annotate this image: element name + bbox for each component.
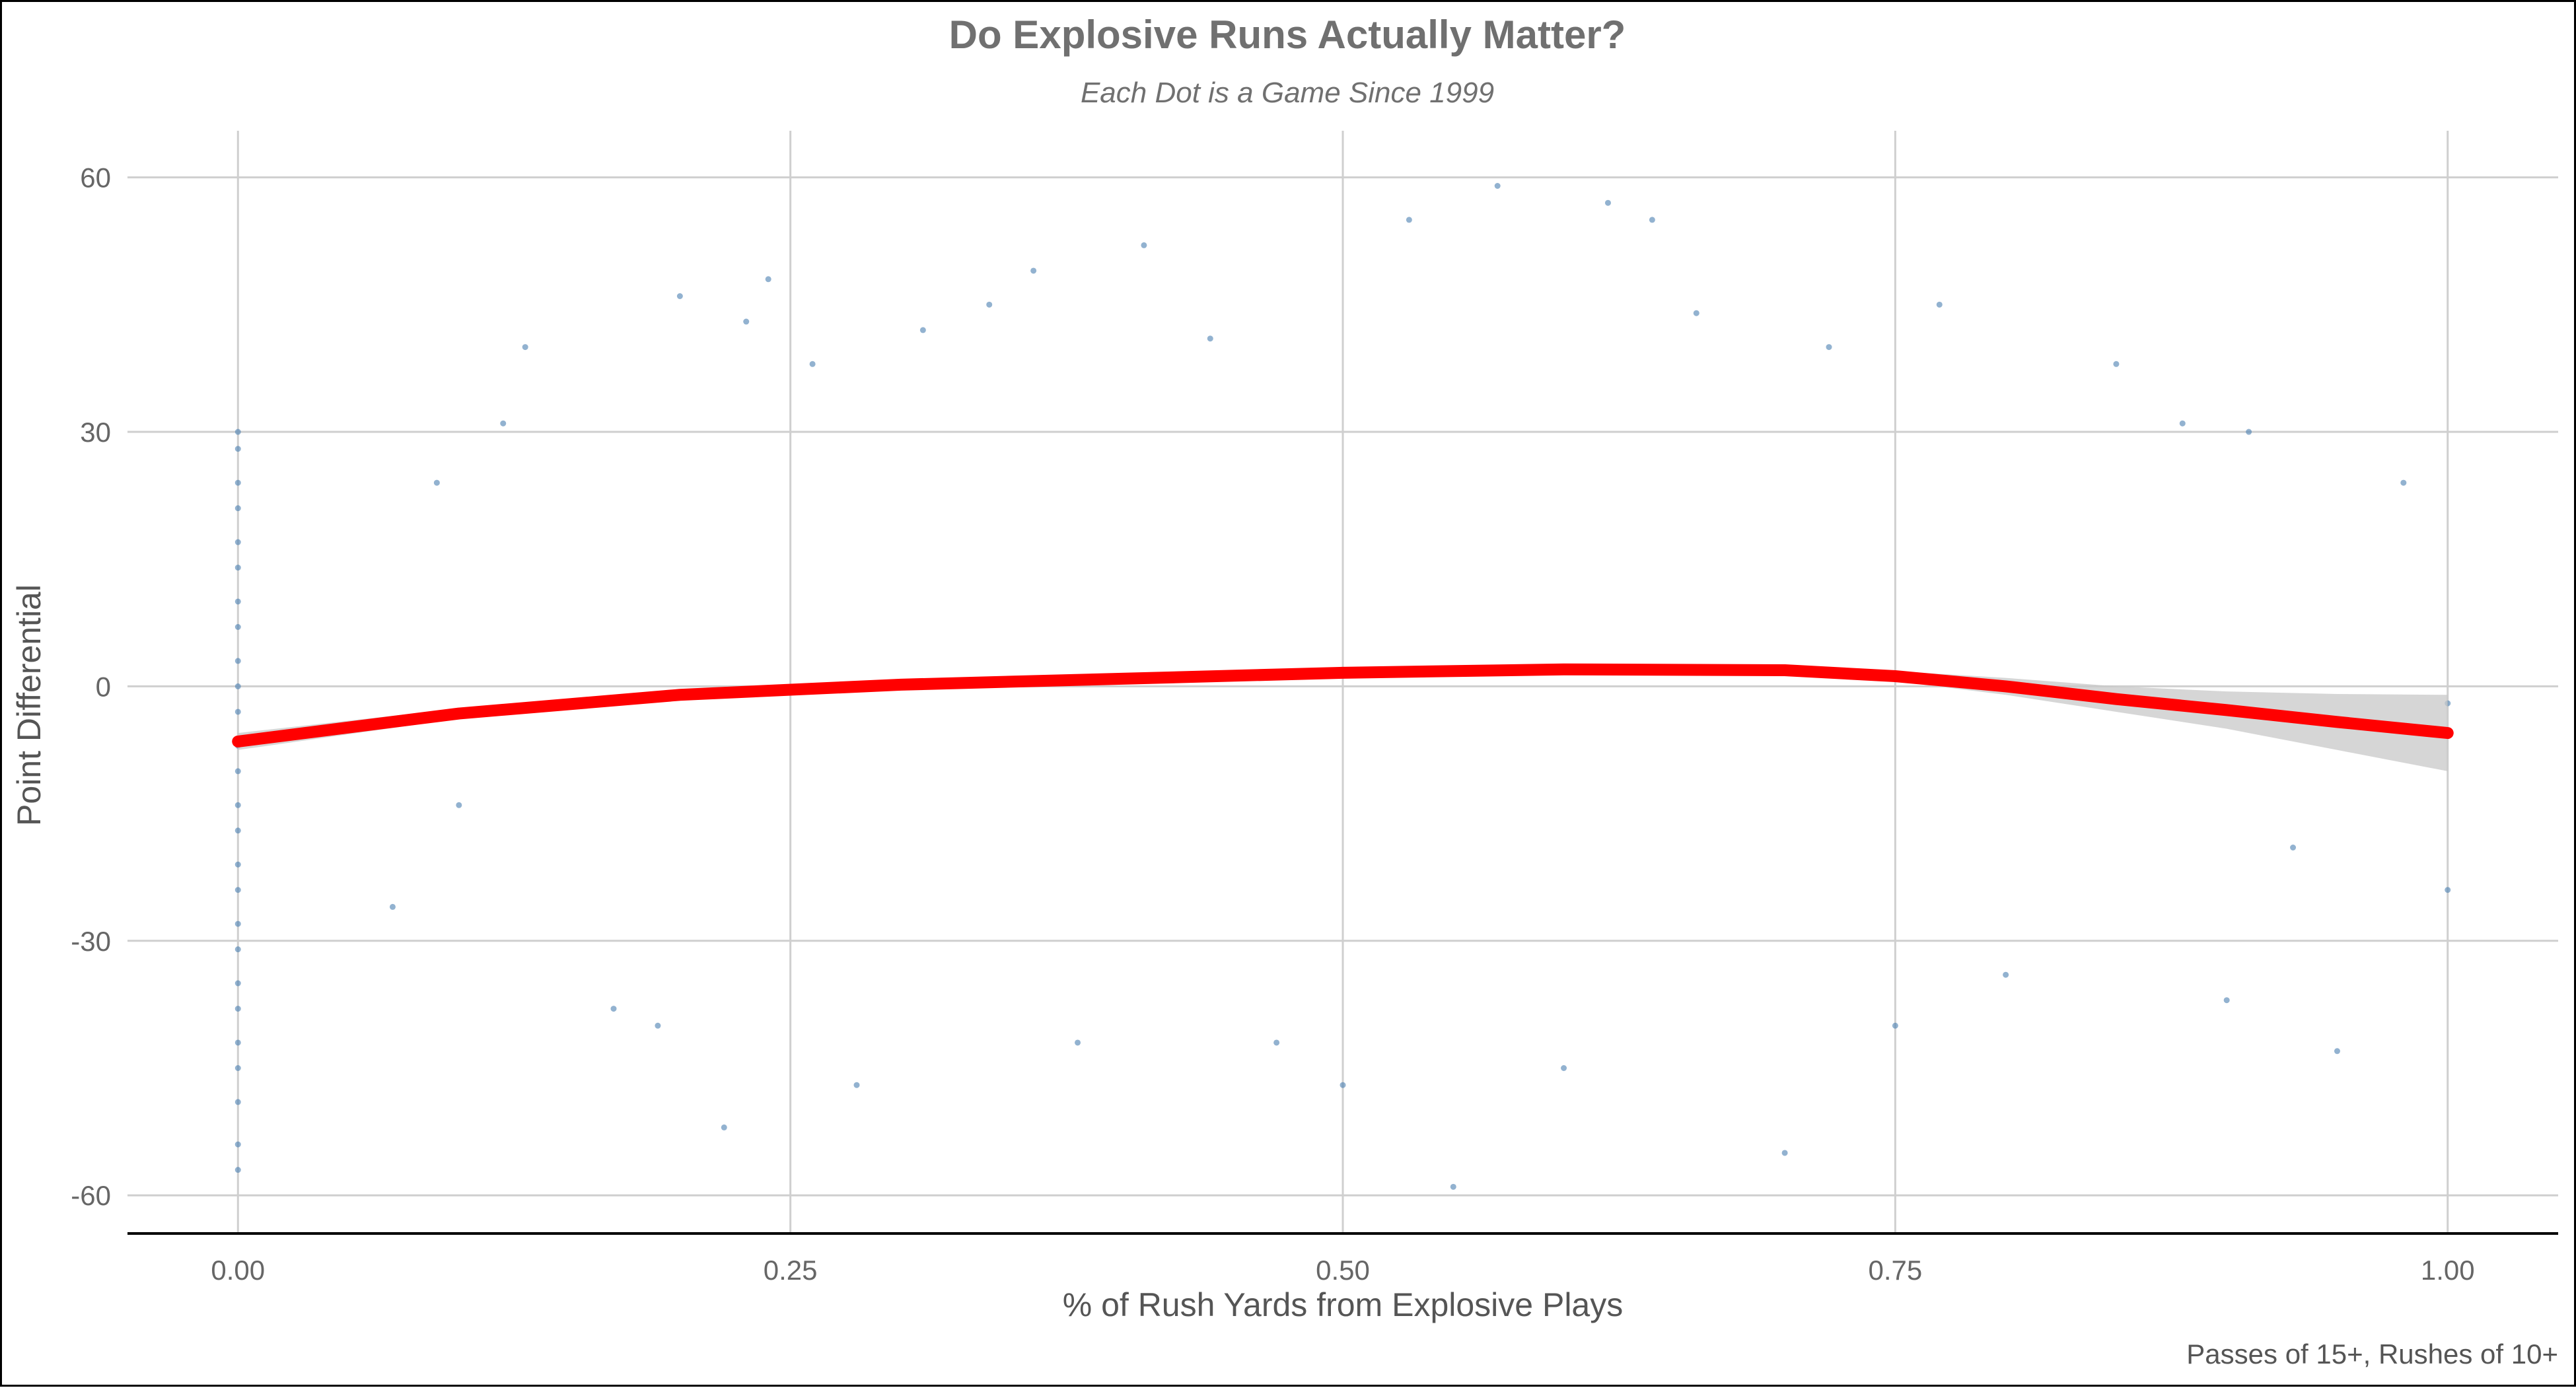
data-point bbox=[2246, 429, 2252, 435]
data-point bbox=[1561, 1065, 1567, 1071]
data-point bbox=[2334, 1048, 2340, 1055]
data-point bbox=[1936, 301, 1943, 308]
y-tick-label: 30 bbox=[80, 417, 111, 448]
data-point bbox=[743, 318, 750, 325]
data-point bbox=[234, 598, 241, 605]
data-point bbox=[522, 344, 528, 351]
data-point bbox=[1141, 242, 1147, 248]
x-tick-label: 0.50 bbox=[1316, 1255, 1370, 1286]
data-point bbox=[234, 887, 241, 893]
data-point bbox=[809, 361, 816, 367]
data-point bbox=[676, 293, 683, 299]
data-point bbox=[500, 420, 507, 427]
data-point bbox=[234, 446, 241, 452]
data-point bbox=[2400, 479, 2407, 486]
data-point bbox=[234, 980, 241, 987]
data-point bbox=[1781, 1150, 1788, 1156]
data-point bbox=[234, 920, 241, 927]
data-point bbox=[234, 709, 241, 715]
grid-lines: -60 -30 0 30 60 0.00 0.25 0.50 0.75 1.00 bbox=[71, 131, 2558, 1286]
data-point bbox=[234, 946, 241, 953]
data-point bbox=[1494, 183, 1501, 189]
data-point bbox=[234, 1065, 241, 1071]
data-point bbox=[721, 1124, 727, 1130]
data-point bbox=[2445, 887, 2451, 893]
data-point bbox=[389, 903, 396, 910]
data-point bbox=[433, 479, 440, 486]
data-point bbox=[234, 479, 241, 486]
data-point bbox=[2179, 420, 2186, 427]
data-point bbox=[234, 861, 241, 868]
data-point bbox=[234, 1006, 241, 1012]
data-points bbox=[234, 183, 2451, 1190]
data-point bbox=[234, 658, 241, 664]
chart-caption: Passes of 15+, Rushes of 10+ bbox=[2186, 1338, 2558, 1370]
data-point bbox=[1892, 1022, 1898, 1029]
data-point bbox=[456, 802, 462, 808]
data-point bbox=[234, 1167, 241, 1173]
data-point bbox=[234, 768, 241, 775]
data-point bbox=[1030, 267, 1037, 274]
data-point bbox=[234, 429, 241, 435]
data-point bbox=[2290, 845, 2297, 850]
data-point bbox=[234, 565, 241, 571]
data-point bbox=[2003, 971, 2009, 978]
data-point bbox=[765, 276, 771, 283]
data-point bbox=[610, 1006, 617, 1012]
data-point bbox=[234, 802, 241, 808]
data-point bbox=[1273, 1039, 1280, 1046]
data-point bbox=[1450, 1183, 1456, 1190]
data-point bbox=[1207, 335, 1213, 342]
chart-subtitle: Each Dot is a Game Since 1999 bbox=[1081, 77, 1494, 109]
x-tick-label: 1.00 bbox=[2421, 1255, 2475, 1286]
data-point bbox=[234, 683, 241, 689]
data-point bbox=[853, 1082, 860, 1088]
y-tick-label: 0 bbox=[96, 671, 111, 702]
x-tick-label: 0.25 bbox=[764, 1255, 818, 1286]
y-tick-label: 60 bbox=[80, 162, 111, 193]
data-point bbox=[1340, 1082, 1346, 1088]
data-point bbox=[234, 1039, 241, 1046]
data-point bbox=[234, 827, 241, 834]
data-point bbox=[2113, 361, 2120, 367]
data-point bbox=[986, 301, 993, 308]
data-point bbox=[1604, 199, 1611, 206]
y-tick-label: -60 bbox=[71, 1180, 111, 1211]
x-axis-label: % of Rush Yards from Explosive Plays bbox=[1063, 1286, 1624, 1323]
data-point bbox=[234, 1099, 241, 1105]
data-point bbox=[2223, 997, 2230, 1004]
data-point bbox=[1406, 217, 1412, 223]
data-point bbox=[234, 505, 241, 512]
chart-title: Do Explosive Runs Actually Matter? bbox=[949, 13, 1626, 57]
data-point bbox=[234, 539, 241, 545]
data-point bbox=[234, 624, 241, 630]
y-axis-label: Point Differential bbox=[11, 584, 48, 826]
smooth-line bbox=[232, 663, 2454, 747]
x-tick-label: 0.00 bbox=[211, 1255, 265, 1286]
y-tick-label: -30 bbox=[71, 926, 111, 957]
data-point bbox=[1826, 344, 1832, 351]
data-point bbox=[1693, 310, 1699, 316]
data-point bbox=[1649, 217, 1655, 223]
data-point bbox=[655, 1022, 661, 1029]
smooth-trend bbox=[232, 663, 2454, 771]
x-tick-label: 0.75 bbox=[1868, 1255, 1922, 1286]
data-point bbox=[234, 1141, 241, 1148]
data-point bbox=[1075, 1039, 1081, 1046]
data-point bbox=[919, 327, 926, 333]
